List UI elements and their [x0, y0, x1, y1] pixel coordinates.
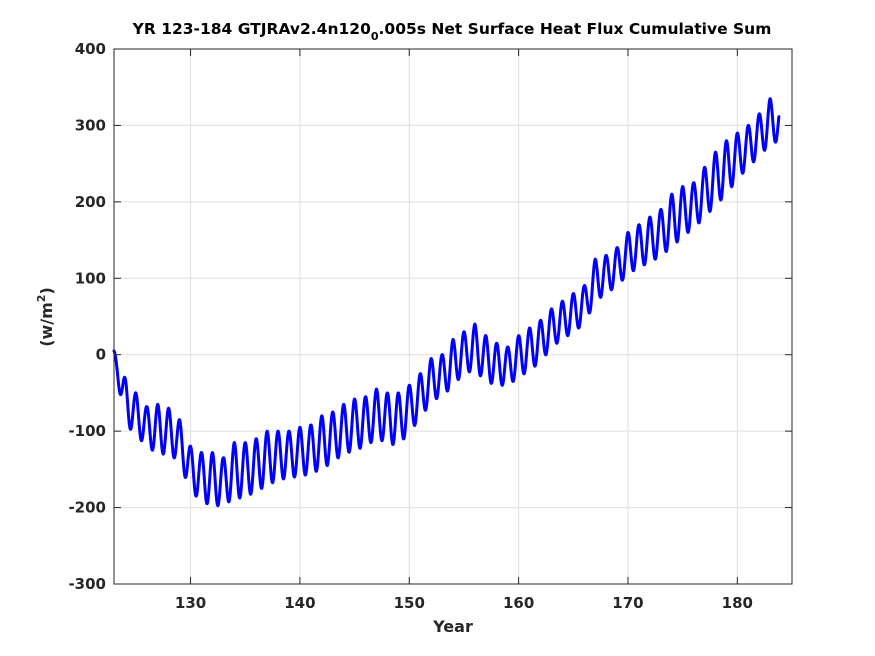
x-tick-label: 180 [722, 594, 753, 612]
series-layer [112, 97, 781, 508]
tick-labels: 130 140 150 160 170 180 -300 -200 -100 0 100 200 300… [68, 40, 753, 612]
y-tick-label: 100 [75, 269, 106, 287]
x-tick-label: 160 [503, 594, 534, 612]
y-axis-label: (w/m2) [35, 287, 56, 347]
y-tick-label: 200 [75, 193, 106, 211]
y-tick-label: -200 [68, 499, 106, 517]
y-tick-label: -300 [68, 575, 106, 593]
y-tick-label: 300 [75, 116, 106, 134]
plot-frame [113, 48, 793, 585]
x-tick-label: 170 [612, 594, 643, 612]
y-tick-label: 0 [96, 346, 106, 364]
ticks [114, 48, 792, 585]
x-tick-label: 130 [175, 594, 206, 612]
x-axis-label: Year [432, 617, 473, 636]
y-tick-label: 400 [75, 40, 106, 58]
x-tick-label: 140 [284, 594, 315, 612]
y-tick-label: -100 [68, 422, 106, 440]
x-tick-label: 150 [394, 594, 425, 612]
chart-title: YR 123-184 GTJRAv2.4n1200.005s Net Surfa… [132, 20, 772, 43]
cumulative-sum-line [112, 97, 781, 508]
